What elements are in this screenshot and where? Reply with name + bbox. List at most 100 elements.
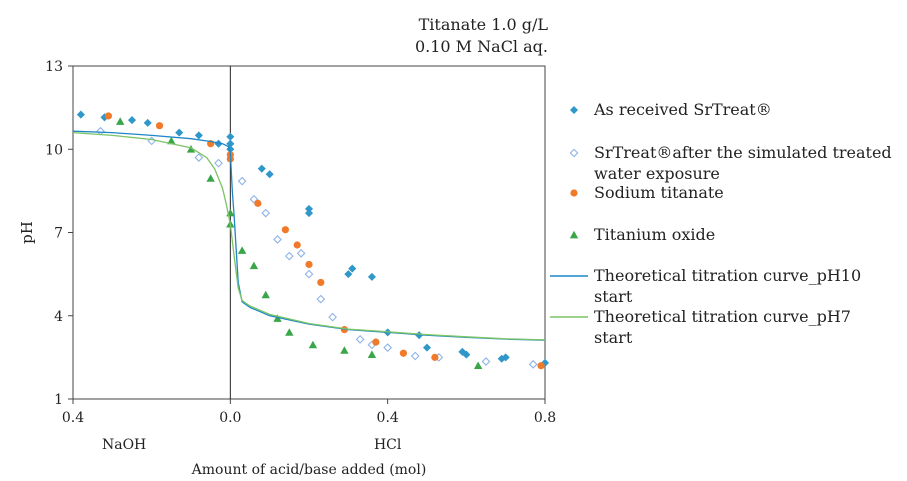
data-point bbox=[127, 116, 137, 125]
legend-item-3: Titanium oxide bbox=[569, 225, 715, 244]
y-tick-label: 4 bbox=[54, 309, 63, 325]
data-point bbox=[481, 357, 491, 366]
chart-title-line: Titanate 1.0 g/L bbox=[419, 15, 549, 34]
data-point bbox=[304, 209, 314, 218]
data-point bbox=[296, 248, 306, 258]
data-point bbox=[328, 312, 337, 322]
x-tick-label: 0.0 bbox=[219, 410, 241, 426]
data-point bbox=[372, 338, 380, 346]
series-line bbox=[72, 130, 546, 341]
data-point bbox=[344, 270, 353, 279]
legend-item-2: Sodium titanate bbox=[570, 183, 724, 202]
data-point bbox=[155, 122, 164, 130]
data-point bbox=[317, 278, 325, 287]
data-point bbox=[175, 128, 184, 137]
data-point bbox=[367, 272, 376, 281]
legend-label: Titanium oxide bbox=[594, 225, 715, 244]
legend-label: start bbox=[594, 328, 633, 347]
legend-label: As received SrTreat® bbox=[593, 100, 772, 119]
y-axis-label: pH bbox=[18, 221, 36, 244]
legend-label: Sodium titanate bbox=[594, 183, 724, 202]
data-point bbox=[167, 136, 176, 145]
data-point bbox=[537, 362, 545, 370]
data-point bbox=[194, 131, 203, 140]
data-point bbox=[273, 235, 282, 244]
data-point bbox=[348, 264, 357, 273]
region-label: HCl bbox=[374, 437, 402, 453]
legend-label: SrTreat®after the simulated treated bbox=[594, 143, 892, 162]
data-point bbox=[308, 340, 318, 349]
data-point bbox=[237, 246, 247, 254]
chart-title-line: 0.10 M NaCl aq. bbox=[415, 37, 548, 56]
plot-frame bbox=[72, 65, 546, 400]
x-tick-label: 0.4 bbox=[62, 410, 84, 426]
legend-label: water exposure bbox=[594, 164, 720, 183]
legend-label: Theoretical titration curve_pH10 bbox=[594, 266, 861, 285]
data-point bbox=[305, 260, 313, 269]
series-line bbox=[72, 131, 546, 341]
data-point bbox=[355, 334, 365, 344]
data-point bbox=[462, 350, 471, 359]
data-point bbox=[147, 136, 157, 146]
y-tick-label: 1 bbox=[54, 392, 63, 408]
data-point bbox=[383, 343, 393, 353]
data-point bbox=[293, 241, 301, 249]
data-point bbox=[249, 261, 259, 270]
data-point bbox=[194, 153, 204, 162]
data-point bbox=[285, 328, 294, 336]
data-point bbox=[257, 164, 266, 173]
data-point bbox=[76, 110, 85, 119]
series-4 bbox=[72, 130, 546, 341]
y-tick-label: 7 bbox=[54, 226, 63, 242]
data-point bbox=[237, 176, 247, 186]
data-point bbox=[226, 132, 235, 141]
data-point bbox=[431, 353, 439, 361]
data-point bbox=[399, 349, 407, 357]
data-point bbox=[143, 118, 152, 127]
legend-marker bbox=[569, 148, 579, 158]
legend-label: start bbox=[594, 287, 633, 306]
data-point bbox=[458, 347, 467, 356]
legend-marker bbox=[570, 189, 578, 197]
legend-item-0: As received SrTreat® bbox=[569, 100, 772, 119]
data-point bbox=[316, 294, 326, 304]
axes: 0.4 0.0 0.4 0.8 1 4 7 10 13 NaOH HCl Amount of acid… bbox=[18, 59, 556, 478]
x-tick-label: 0.4 bbox=[377, 410, 399, 426]
data-point bbox=[304, 269, 314, 279]
data-point bbox=[422, 343, 432, 352]
data-point bbox=[340, 346, 349, 354]
data-point bbox=[261, 208, 271, 218]
series-2 bbox=[104, 112, 545, 370]
data-point bbox=[410, 351, 420, 361]
series-0 bbox=[76, 110, 550, 367]
series-1 bbox=[96, 126, 538, 369]
data-point bbox=[540, 358, 550, 367]
x-axis-label: Amount of acid/base added (mol) bbox=[191, 462, 427, 478]
y-tick-label: 13 bbox=[45, 59, 63, 75]
data-point bbox=[284, 251, 294, 261]
data-point bbox=[116, 117, 125, 125]
data-point bbox=[104, 112, 112, 120]
legend-label: Theoretical titration curve_pH7 bbox=[594, 307, 851, 326]
legend-item-1: SrTreat®after the simulated treated water… bbox=[569, 143, 892, 183]
chart-title: Titanate 1.0 g/L 0.10 M NaCl aq. bbox=[415, 15, 548, 56]
data-point bbox=[254, 199, 262, 207]
series bbox=[72, 110, 550, 370]
data-point bbox=[186, 145, 196, 153]
data-point bbox=[528, 359, 538, 369]
y-tick-label: 10 bbox=[45, 142, 63, 158]
data-point bbox=[501, 353, 510, 362]
data-point bbox=[473, 361, 483, 370]
legend-marker bbox=[569, 105, 579, 115]
series-5 bbox=[72, 131, 546, 341]
legend: As received SrTreat® SrTreat®after the si… bbox=[550, 100, 892, 347]
data-point bbox=[281, 226, 289, 234]
data-point bbox=[206, 174, 215, 182]
legend-marker bbox=[569, 230, 579, 239]
x-tick-label: 0.8 bbox=[534, 410, 556, 426]
data-point bbox=[214, 158, 223, 168]
region-label: NaOH bbox=[102, 437, 146, 453]
data-point bbox=[261, 290, 270, 299]
